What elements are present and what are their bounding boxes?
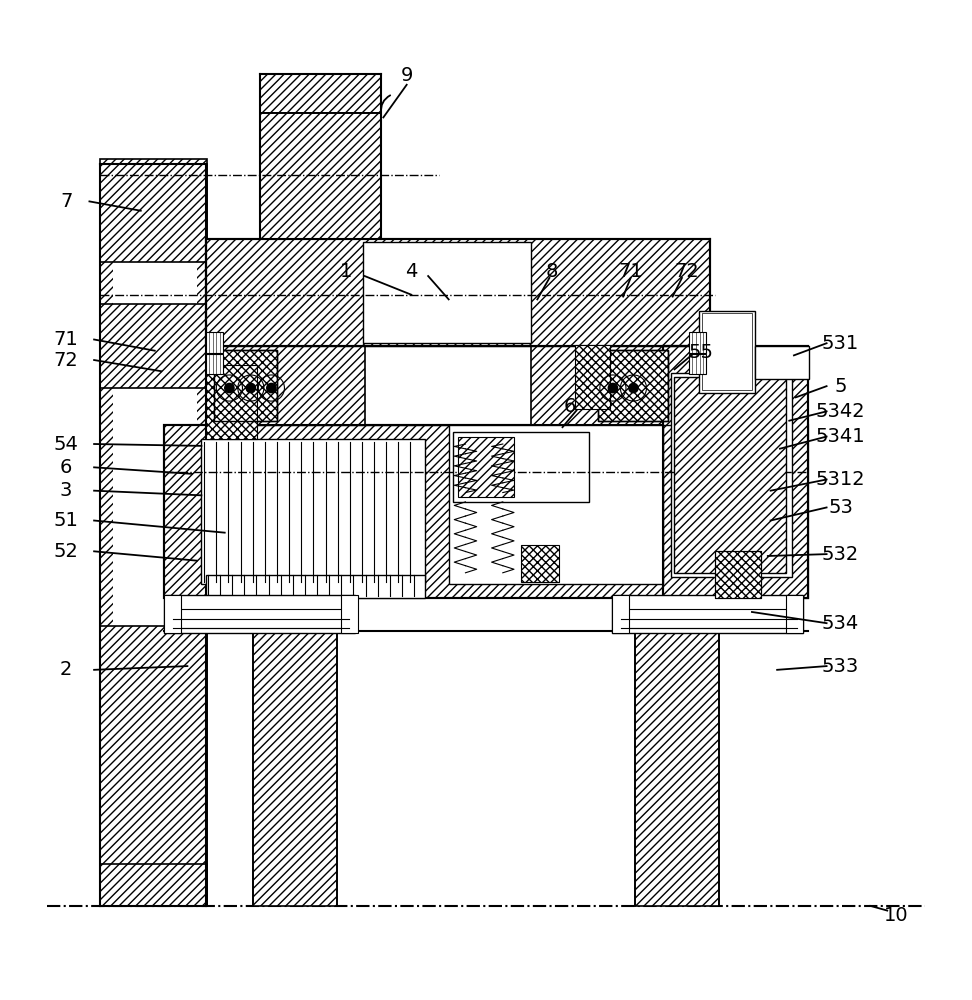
Bar	[113, 164, 196, 897]
Bar	[100, 164, 207, 262]
Text: 51: 51	[53, 511, 79, 530]
Bar	[100, 626, 207, 906]
Bar	[714, 551, 761, 598]
Circle shape	[246, 383, 256, 393]
Bar	[612, 595, 803, 633]
Bar	[453, 432, 589, 502]
Text: 71: 71	[618, 262, 643, 281]
Text: 7: 7	[60, 192, 72, 211]
Circle shape	[266, 383, 276, 393]
Text: 534: 534	[822, 614, 859, 633]
Bar	[574, 345, 610, 409]
Bar	[675, 377, 786, 573]
Bar	[201, 439, 426, 584]
Text: 5312: 5312	[816, 470, 865, 489]
Bar	[663, 346, 808, 598]
Bar	[458, 437, 514, 497]
Bar	[206, 365, 258, 439]
Bar	[164, 425, 808, 598]
Bar	[598, 350, 668, 421]
Text: 1: 1	[340, 262, 352, 281]
Bar	[714, 551, 761, 598]
Text: 72: 72	[53, 351, 79, 370]
Text: 531: 531	[822, 334, 859, 353]
Bar	[671, 373, 792, 577]
Text: 55: 55	[688, 343, 713, 362]
Bar	[689, 332, 707, 353]
Text: 533: 533	[822, 657, 859, 676]
Bar	[206, 354, 223, 374]
Bar	[449, 425, 663, 584]
Text: 5341: 5341	[816, 427, 865, 446]
Bar	[100, 304, 207, 388]
Bar	[100, 864, 207, 906]
Bar	[164, 595, 356, 633]
Bar	[699, 311, 754, 393]
Text: 52: 52	[53, 542, 79, 561]
Bar	[621, 609, 797, 628]
Text: 2: 2	[60, 660, 72, 679]
Bar	[260, 74, 381, 113]
Text: 53: 53	[828, 498, 853, 517]
Bar	[164, 425, 808, 598]
Bar	[100, 159, 207, 906]
Bar	[164, 595, 181, 633]
Bar	[702, 313, 752, 390]
Bar	[206, 239, 710, 346]
Text: 6: 6	[60, 458, 72, 477]
Bar	[260, 113, 381, 239]
Bar	[206, 575, 426, 598]
Text: 5342: 5342	[816, 402, 865, 421]
Bar	[598, 350, 668, 421]
Bar	[173, 609, 349, 628]
Bar	[214, 350, 277, 421]
Text: 3: 3	[60, 481, 72, 500]
Text: 532: 532	[822, 545, 859, 564]
Circle shape	[608, 383, 617, 393]
Bar	[260, 113, 381, 239]
Text: 4: 4	[405, 262, 418, 281]
Bar	[363, 242, 531, 343]
Bar	[786, 595, 803, 633]
Bar	[689, 354, 707, 374]
Bar	[214, 350, 277, 421]
Bar	[206, 346, 364, 425]
Bar	[206, 332, 223, 353]
Circle shape	[225, 383, 234, 393]
Bar	[663, 346, 808, 598]
Bar	[754, 346, 809, 379]
Bar	[612, 595, 629, 633]
Text: 5: 5	[834, 377, 847, 396]
Text: 6: 6	[564, 397, 576, 416]
Text: 72: 72	[675, 262, 699, 281]
Bar	[531, 346, 712, 425]
Text: 71: 71	[53, 330, 79, 349]
Text: 9: 9	[400, 66, 413, 85]
Text: 8: 8	[545, 262, 558, 281]
Bar	[521, 545, 559, 582]
Text: 10: 10	[885, 906, 909, 925]
Circle shape	[629, 383, 638, 393]
Text: 54: 54	[53, 435, 79, 454]
Bar	[341, 595, 358, 633]
Bar	[636, 631, 719, 906]
Bar	[253, 631, 336, 906]
